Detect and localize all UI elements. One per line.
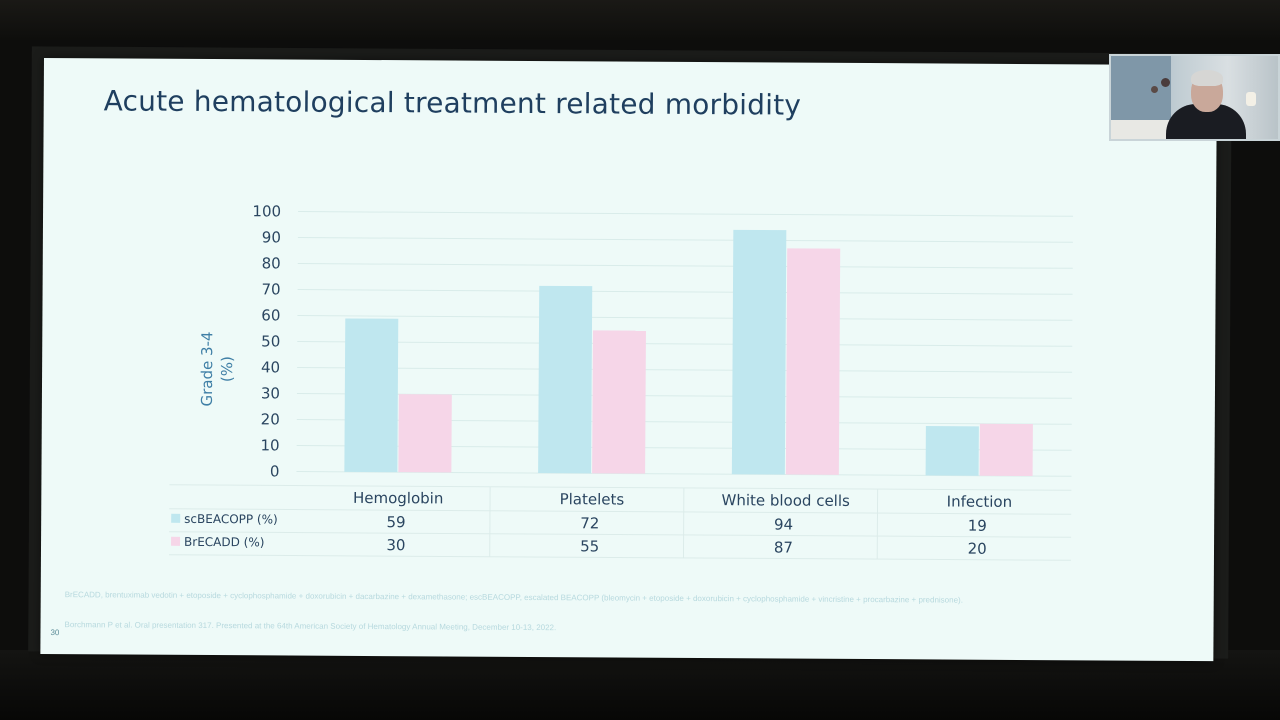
y-tick-label: 70 bbox=[261, 280, 280, 298]
bar-brecadd bbox=[592, 330, 646, 474]
gridline bbox=[297, 341, 1073, 347]
y-axis-label: (%) bbox=[218, 356, 236, 382]
webcam-video bbox=[1109, 54, 1280, 141]
legend-swatch bbox=[171, 536, 181, 546]
legend-swatch bbox=[171, 513, 181, 523]
category-label: Hemoglobin bbox=[353, 489, 443, 508]
category-label: Infection bbox=[947, 493, 1013, 511]
data-label: 19 bbox=[968, 517, 987, 535]
gridline bbox=[297, 263, 1073, 269]
bar-scbeacopp bbox=[925, 425, 979, 476]
legend-label: scBEACOPP (%) bbox=[184, 512, 278, 527]
gridline bbox=[298, 211, 1074, 217]
data-label: 55 bbox=[580, 537, 599, 555]
gridline bbox=[297, 289, 1073, 295]
bar-brecadd bbox=[398, 394, 452, 473]
gridline bbox=[297, 367, 1073, 373]
y-tick-label: 40 bbox=[261, 358, 280, 376]
table-rule bbox=[169, 484, 1072, 491]
y-tick-label: 10 bbox=[260, 436, 279, 454]
table-rule bbox=[168, 554, 1071, 561]
y-axis-label: Grade 3-4 bbox=[198, 331, 216, 406]
y-tick-label: 90 bbox=[262, 228, 281, 246]
table-rule bbox=[169, 531, 1072, 538]
data-label: 87 bbox=[774, 538, 793, 556]
room-background-top bbox=[0, 0, 1280, 40]
y-tick-label: 60 bbox=[261, 306, 280, 324]
bar-scbeacopp bbox=[731, 229, 787, 475]
bar-scbeacopp bbox=[344, 318, 399, 473]
bar-scbeacopp bbox=[538, 285, 593, 474]
y-tick-label: 20 bbox=[261, 410, 280, 428]
y-tick-label: 50 bbox=[261, 332, 280, 350]
data-label: 20 bbox=[968, 540, 987, 558]
footnote-reference: Borchmann P et al. Oral presentation 317… bbox=[64, 620, 557, 633]
y-tick-label: 80 bbox=[262, 254, 281, 272]
gridline bbox=[297, 315, 1073, 321]
bar-brecadd bbox=[785, 248, 841, 475]
y-tick-label: 0 bbox=[270, 462, 280, 480]
bar-chart: 0 10 20 30 40 50 60 70 80 90 100 Grade 3-4 (%) Hemogl… bbox=[168, 202, 1074, 561]
data-label: 30 bbox=[386, 536, 405, 554]
page-number: 30 bbox=[50, 628, 60, 638]
data-label: 59 bbox=[386, 513, 405, 531]
data-label: 72 bbox=[580, 514, 599, 532]
slide: Acute hematological treatment related mo… bbox=[40, 58, 1217, 662]
category-label: Platelets bbox=[560, 490, 625, 508]
y-tick-label: 30 bbox=[261, 384, 280, 402]
table-rule bbox=[169, 508, 1072, 515]
y-tick-label: 100 bbox=[252, 202, 281, 220]
data-label: 94 bbox=[774, 515, 793, 533]
bar-brecadd bbox=[979, 423, 1033, 477]
category-label: White blood cells bbox=[721, 491, 850, 510]
room-background-bottom bbox=[0, 650, 1280, 720]
legend-label: BrECADD (%) bbox=[184, 535, 264, 549]
gridline bbox=[297, 237, 1073, 243]
